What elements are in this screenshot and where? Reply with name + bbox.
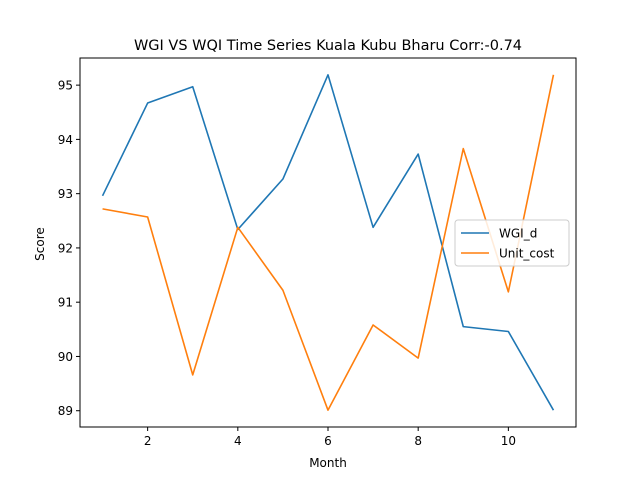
ticks-layer: 2 4 6 8 10 89 90 91 92 93 94 95 [58, 79, 516, 448]
y-tick-label-95: 95 [58, 79, 73, 93]
x-tick-label-6: 6 [324, 434, 332, 448]
x-tick-label-4: 4 [234, 434, 242, 448]
x-tick-label-2: 2 [144, 434, 152, 448]
plot-frame [79, 57, 577, 428]
series-line-0 [101, 74, 555, 411]
legend-label-0: WGI_d [499, 227, 537, 241]
legend: WGI_d Unit_cost [454, 219, 570, 267]
series-layer [101, 74, 555, 411]
legend-box [454, 219, 570, 267]
y-tick-label-91: 91 [58, 296, 73, 310]
chart-title: WGI VS WQI Time Series Kuala Kubu Bharu … [134, 38, 522, 54]
x-axis-label: Month [309, 456, 347, 470]
x-tick-label-8: 8 [414, 434, 422, 448]
y-tick-label-92: 92 [58, 241, 73, 255]
x-tick-label-10: 10 [501, 434, 516, 448]
y-axis-label: Score [33, 227, 47, 261]
y-tick-label-94: 94 [58, 133, 73, 147]
y-tick-label-90: 90 [58, 350, 73, 364]
y-tick-label-93: 93 [58, 187, 73, 201]
legend-label-1: Unit_cost [499, 247, 555, 261]
y-tick-label-89: 89 [58, 404, 73, 418]
series-line-1 [102, 74, 555, 411]
